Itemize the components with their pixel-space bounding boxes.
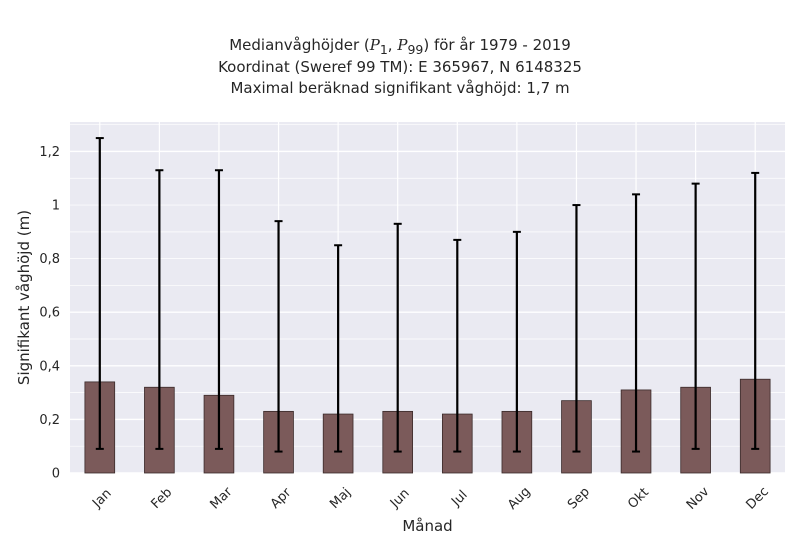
y-tick-label: 1,2 [39, 145, 60, 160]
y-axis-label: Signifikant våghöjd (m) [15, 210, 33, 385]
y-tick-label: 0,8 [39, 252, 60, 267]
x-axis-ticks: Jan Feb Mar Apr Maj Jun Jul Aug Sep Okt Nov Dec [89, 484, 772, 513]
bars [84, 378, 771, 474]
y-axis-ticks: 0 0,2 0,4 0,6 0,8 1 1,2 [39, 145, 60, 482]
x-tick-label: Jan [89, 486, 114, 511]
y-tick-label: 1 [52, 199, 60, 214]
chart-subtitle-max-height: Maximal beräknad signifikant våghöjd: 1,… [230, 79, 570, 97]
x-tick-label: Mar [208, 484, 236, 512]
x-tick-label: Jul [448, 488, 470, 510]
plot-background [70, 122, 785, 473]
x-axis-label: Månad [402, 517, 452, 535]
chart-subtitle-coordinates: Koordinat (Sweref 99 TM): E 365967, N 61… [218, 58, 582, 76]
chart-title: Medianvåghöjder (P1, P99) för år 1979 - … [229, 36, 571, 57]
x-tick-label: Nov [684, 484, 713, 513]
y-tick-label: 0,6 [39, 306, 60, 321]
x-tick-label: Dec [744, 484, 772, 512]
x-tick-label: Okt [625, 485, 652, 512]
error-bars [95, 137, 760, 453]
x-tick-label: Sep [565, 485, 593, 513]
x-tick-label: Feb [148, 485, 175, 512]
x-tick-label: Aug [505, 484, 534, 513]
y-tick-label: 0 [52, 467, 60, 482]
y-tick-label: 0,2 [39, 413, 60, 428]
x-tick-label: Jun [387, 486, 413, 512]
x-tick-label: Apr [268, 485, 295, 512]
y-tick-label: 0,4 [39, 359, 60, 374]
x-tick-label: Maj [327, 485, 354, 512]
